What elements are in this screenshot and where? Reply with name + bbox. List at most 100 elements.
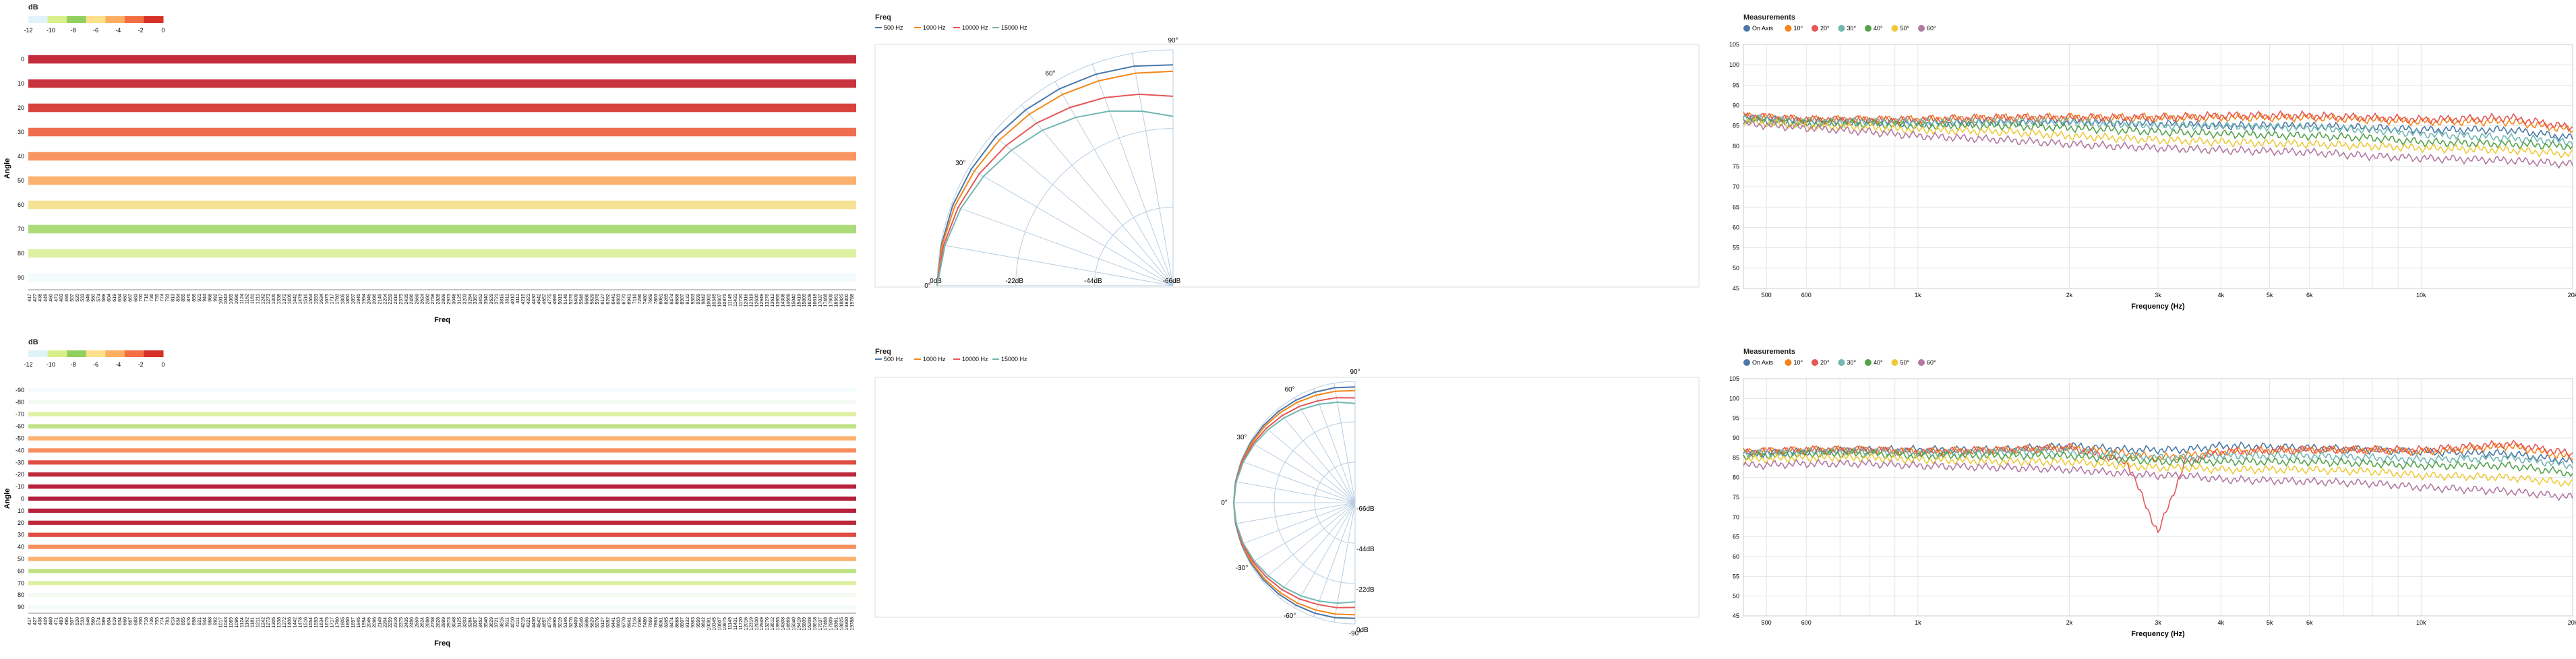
legend-label: 40° xyxy=(1874,25,1883,32)
y-tick-label: 60 xyxy=(1733,553,1739,560)
x-tick-label: 8061 xyxy=(659,617,664,628)
x-tick-label: 12319 xyxy=(750,617,754,631)
y-tick-label: 85 xyxy=(1733,123,1739,129)
x-tick-label: 17037 xyxy=(818,294,823,307)
y-tick-label: 30 xyxy=(18,532,24,538)
x-axis-title: Frequency (Hz) xyxy=(2131,303,2185,311)
x-tick-label: 604 xyxy=(107,294,112,302)
x-tick-label: 1242 xyxy=(261,617,266,628)
legend-swatch xyxy=(67,350,87,357)
x-tick-label: 2899 xyxy=(442,617,446,628)
color-legend: -12 -10 -8 -6 -4 -2 0 xyxy=(24,16,165,34)
x-tick-label: 834 xyxy=(176,294,181,302)
x-tick-label: 1805 xyxy=(340,617,345,628)
x-tick-label: 7116 xyxy=(632,617,637,627)
x-tick-label: 5976 xyxy=(595,294,600,305)
x-tick-label: 855 xyxy=(181,617,186,625)
x-tick-label: 417 xyxy=(28,294,32,302)
x-tick-label: 755 xyxy=(155,294,160,302)
radial-tick-label: -66dB xyxy=(1163,278,1181,285)
legend-label: 10° xyxy=(1794,25,1803,32)
x-tick-label: 5686 xyxy=(585,294,589,305)
x-tick-label: 12016 xyxy=(744,617,749,631)
x-tick-label: 438 xyxy=(38,617,43,625)
x-tick-label: 533 xyxy=(81,294,86,302)
radial-tick-label: -22dB xyxy=(1005,278,1023,285)
x-tick-label: 755 xyxy=(155,617,160,625)
heatmap-row xyxy=(28,484,856,489)
x-tick-label: 1043 xyxy=(224,294,229,305)
legend-label: 40° xyxy=(1874,359,1883,366)
x-tick-label: 667 xyxy=(129,294,133,302)
plot-frame xyxy=(1743,44,2573,289)
heatmap-row xyxy=(28,412,856,416)
x-tick-label: 1406 xyxy=(288,294,293,305)
y-tick-label: 95 xyxy=(1733,415,1739,422)
y-tick-label: 70 xyxy=(1733,183,1739,190)
y-tick-label: 50 xyxy=(1733,265,1739,272)
x-tick-label: 16208 xyxy=(808,617,812,631)
x-tick-label: 1554 xyxy=(309,294,313,305)
legend-marker xyxy=(1811,359,1818,366)
y-tick-label: 75 xyxy=(1733,494,1739,501)
x-tick-label: 417 xyxy=(28,617,32,625)
x-tick-label: 4215 xyxy=(521,617,526,628)
x-tick-label: 11720 xyxy=(739,617,744,630)
x-tick-label: 8907 xyxy=(680,294,685,305)
angle-tick-label: 90° xyxy=(1350,369,1360,376)
x-tick-label: 7480 xyxy=(643,294,648,305)
x-tick-label: 460 xyxy=(49,617,53,625)
x-tick-label: 2559 xyxy=(415,294,420,305)
x-tick-label: 619 xyxy=(113,617,117,625)
y-tick-label: 0 xyxy=(21,56,24,63)
legend-label: 50° xyxy=(1900,359,1910,366)
x-tick-label: 3k xyxy=(2155,619,2161,626)
x-tick-label: 589 xyxy=(102,294,107,302)
radial-tick-label: 0dB xyxy=(1356,627,1369,634)
x-tick-label: 5976 xyxy=(595,617,600,628)
legend-label: 10000 Hz xyxy=(962,356,988,363)
legend-label: 50° xyxy=(1900,25,1910,32)
x-tick-label: 1069 xyxy=(229,294,234,305)
heatmap-row xyxy=(28,103,856,113)
x-tick-label: 718 xyxy=(144,294,149,302)
x-tick-label: 6770 xyxy=(622,617,627,628)
top-measurements-panel: Measurements On Axis 10° 20° 30° 40° 50° 60° 45… xyxy=(1726,0,2576,330)
top-polar-panel: Freq 500 Hz 1000 Hz 10000 Hz 15000 Hz 0dB -22… xyxy=(870,0,1726,330)
legend-swatch xyxy=(67,16,87,23)
heatmap-row xyxy=(28,249,856,258)
x-tick-label: 20k xyxy=(2568,292,2576,299)
x-tick-label: 1442 xyxy=(293,294,298,305)
x-tick-label: 634 xyxy=(118,294,123,302)
x-tick-label: 18825 xyxy=(839,294,844,307)
legend-marker xyxy=(1918,25,1925,32)
heatmap-legend-title: dB xyxy=(28,3,38,11)
x-tick-label: 560 xyxy=(91,617,96,625)
x-tick-label: 8688 xyxy=(675,617,680,628)
x-tick-label: 2624 xyxy=(420,617,425,628)
x-tick-label: 876 xyxy=(187,294,191,302)
heatmap-row xyxy=(28,55,856,64)
legend-tick: -6 xyxy=(93,27,98,34)
legend-tick: -2 xyxy=(138,27,144,34)
x-tick-label: 3203 xyxy=(462,294,467,305)
x-tick-label: 813 xyxy=(171,294,175,302)
x-tick-label: 483 xyxy=(59,617,64,625)
x-tick-label: 1338 xyxy=(277,294,282,305)
x-tick-label: 5k xyxy=(2267,619,2273,626)
x-tick-label: 1242 xyxy=(261,294,266,305)
grid-spoke xyxy=(1240,460,1356,503)
polar-series-line xyxy=(936,70,1174,286)
x-tick-label: 4111 xyxy=(516,617,520,627)
x-tick-label: 2316 xyxy=(394,617,398,628)
x-tick-label: 7863 xyxy=(654,294,659,305)
x-tick-label: 5686 xyxy=(585,617,589,628)
x-tick-label: 968 xyxy=(208,294,213,302)
x-tick-label: 18361 xyxy=(834,294,839,307)
x-tick-label: 1273 xyxy=(266,617,271,628)
x-tick-label: 2828 xyxy=(436,617,441,628)
x-tick-label: 3367 xyxy=(473,294,478,305)
legend-label: 500 Hz xyxy=(884,356,903,363)
y-tick-label: 95 xyxy=(1733,82,1739,88)
x-tick-label: 3284 xyxy=(468,617,473,628)
